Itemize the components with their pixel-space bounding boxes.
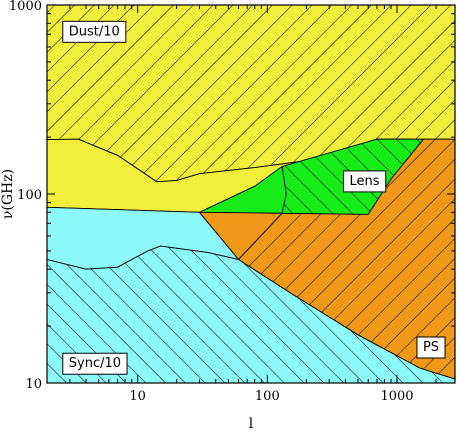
x-axis-title: l [249,416,254,432]
regions [47,5,455,383]
region-label-box [62,20,127,43]
region-label: Sync/10 [62,352,128,375]
region-label-box [416,336,446,359]
region-sync-10-hatch [47,246,455,383]
x-tick-label: 100 [255,389,280,404]
y-axis-title: ν(GHz) [0,169,16,219]
region-label-text: PS [423,340,439,355]
region-label-text: Lens [350,174,380,189]
region-labels: Dust/10 Lens Sync/10 PS [62,20,446,375]
region-dust-10-hatch [47,5,455,182]
x-tick-label: 10 [129,389,146,404]
region-label-text: Dust/10 [69,24,120,39]
y-tick-label: 10 [25,377,42,392]
x-tick-label: 1000 [380,389,413,404]
region-label: PS [416,336,446,359]
y-tick-label: 100 [17,188,42,203]
region-label-box [62,352,128,375]
region-label-box [343,170,387,193]
region-ps-hatch [238,139,455,379]
region-label: Lens [343,170,387,193]
region-label: Dust/10 [62,20,127,43]
y-tick-label: 1000 [9,0,42,14]
ticks: 10 100 1000 10 100 1000 [9,0,455,404]
region-label-text: Sync/10 [69,356,121,371]
